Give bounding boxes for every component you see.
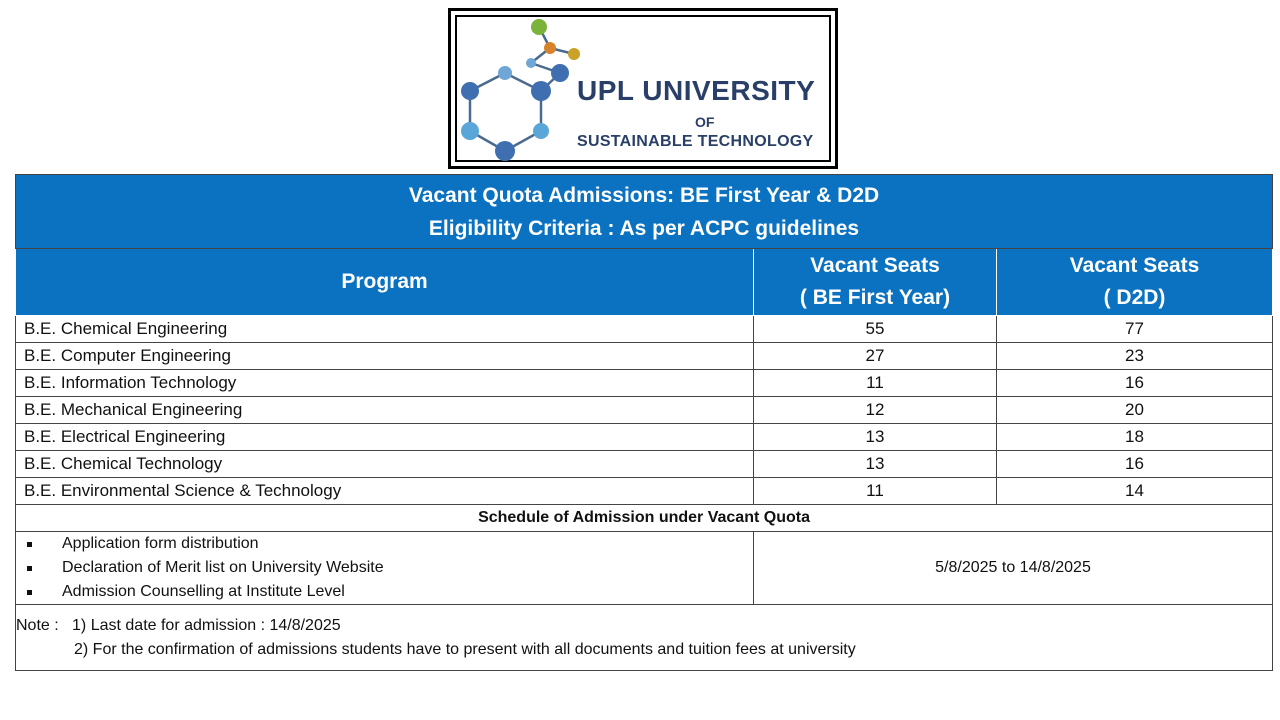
note-line-1: Note : 1) Last date for admission : 14/8… — [16, 614, 1272, 638]
d2d-seats: 18 — [995, 423, 1274, 451]
logo-subtitle: SUSTAINABLE TECHNOLOGY — [577, 133, 814, 150]
d2d-seats: 23 — [995, 342, 1274, 370]
be-seats: 13 — [753, 450, 997, 478]
table-title: Vacant Quota Admissions: BE First Year &… — [14, 174, 1274, 249]
column-header-d2d-line2: ( D2D) — [1103, 286, 1166, 309]
be-seats: 27 — [753, 342, 997, 370]
be-seats: 11 — [753, 369, 997, 397]
column-header-row: Program Vacant Seats ( BE First Year) Va… — [15, 248, 1274, 316]
be-seats: 12 — [753, 396, 997, 424]
d2d-seats: 16 — [995, 450, 1274, 478]
schedule-item-text: Application form distribution — [62, 535, 259, 552]
d2d-seats: 20 — [995, 396, 1274, 424]
be-seats: 11 — [753, 477, 997, 505]
program-name: B.E. Chemical Technology — [15, 450, 754, 478]
program-name: B.E. Environmental Science & Technology — [15, 477, 754, 505]
table-row: B.E. Chemical Engineering 55 77 — [15, 315, 1274, 343]
logo-frame: UPL UNIVERSITY OF SUSTAINABLE TECHNOLOGY — [455, 15, 831, 162]
d2d-seats: 77 — [995, 315, 1274, 343]
table-row: B.E. Environmental Science & Technology … — [15, 477, 1274, 505]
schedule-items-cell: Application form distribution Declaratio… — [15, 531, 754, 605]
list-item: Application form distribution — [24, 532, 753, 556]
d2d-seats: 16 — [995, 369, 1274, 397]
schedule-row: Application form distribution Declaratio… — [15, 531, 1274, 605]
logo-university-name: UPL UNIVERSITY — [577, 75, 816, 106]
column-header-be-line1: Vacant Seats — [810, 254, 940, 277]
program-name: B.E. Electrical Engineering — [15, 423, 754, 451]
schedule-title: Schedule of Admission under Vacant Quota — [14, 504, 1274, 532]
schedule-item-text: Admission Counselling at Institute Level — [62, 583, 345, 600]
program-name: B.E. Information Technology — [15, 369, 754, 397]
note-row: Note : 1) Last date for admission : 14/8… — [14, 604, 1274, 671]
table-row: B.E. Computer Engineering 27 23 — [15, 342, 1274, 370]
bullet-icon — [27, 589, 32, 595]
table-title-row: Vacant Quota Admissions: BE First Year &… — [14, 174, 1274, 249]
note-label: Note : — [16, 616, 59, 634]
table-row: B.E. Information Technology 11 16 — [15, 369, 1274, 397]
be-seats: 13 — [753, 423, 997, 451]
note-text-1: 1) Last date for admission : 14/8/2025 — [72, 616, 341, 634]
bullet-icon — [27, 541, 32, 547]
be-seats: 55 — [753, 315, 997, 343]
column-header-d2d: Vacant Seats ( D2D) — [995, 248, 1274, 316]
program-name: B.E. Chemical Engineering — [15, 315, 754, 343]
schedule-item-text: Declaration of Merit list on University … — [62, 559, 384, 576]
column-header-program: Program — [15, 248, 754, 316]
bullet-icon — [27, 565, 32, 571]
schedule-title-row: Schedule of Admission under Vacant Quota — [14, 504, 1274, 532]
program-name: B.E. Computer Engineering — [15, 342, 754, 370]
table-row: B.E. Chemical Technology 13 16 — [15, 450, 1274, 478]
table-row: B.E. Electrical Engineering 13 18 — [15, 423, 1274, 451]
list-item: Admission Counselling at Institute Level — [24, 580, 753, 604]
table-row: B.E. Mechanical Engineering 12 20 — [15, 396, 1274, 424]
column-header-be: Vacant Seats ( BE First Year) — [753, 248, 997, 316]
title-line-1: Vacant Quota Admissions: BE First Year &… — [408, 183, 880, 207]
column-header-be-line2: ( BE First Year) — [799, 286, 951, 309]
schedule-list: Application form distribution Declaratio… — [16, 532, 753, 604]
note-cell: Note : 1) Last date for admission : 14/8… — [14, 604, 1274, 671]
list-item: Declaration of Merit list on University … — [24, 556, 753, 580]
title-line-2: Eligibility Criteria : As per ACPC guide… — [428, 216, 860, 240]
molecule-icon — [461, 19, 580, 161]
d2d-seats: 14 — [995, 477, 1274, 505]
logo-of-text: OF — [695, 114, 715, 130]
note-text-2: 2) For the confirmation of admissions st… — [74, 640, 856, 658]
program-name: B.E. Mechanical Engineering — [15, 396, 754, 424]
university-logo: UPL UNIVERSITY OF SUSTAINABLE TECHNOLOGY — [448, 8, 838, 169]
column-header-d2d-line1: Vacant Seats — [1069, 254, 1200, 277]
admissions-table: Vacant Quota Admissions: BE First Year &… — [14, 174, 1274, 671]
schedule-dates: 5/8/2025 to 14/8/2025 — [752, 531, 1274, 605]
